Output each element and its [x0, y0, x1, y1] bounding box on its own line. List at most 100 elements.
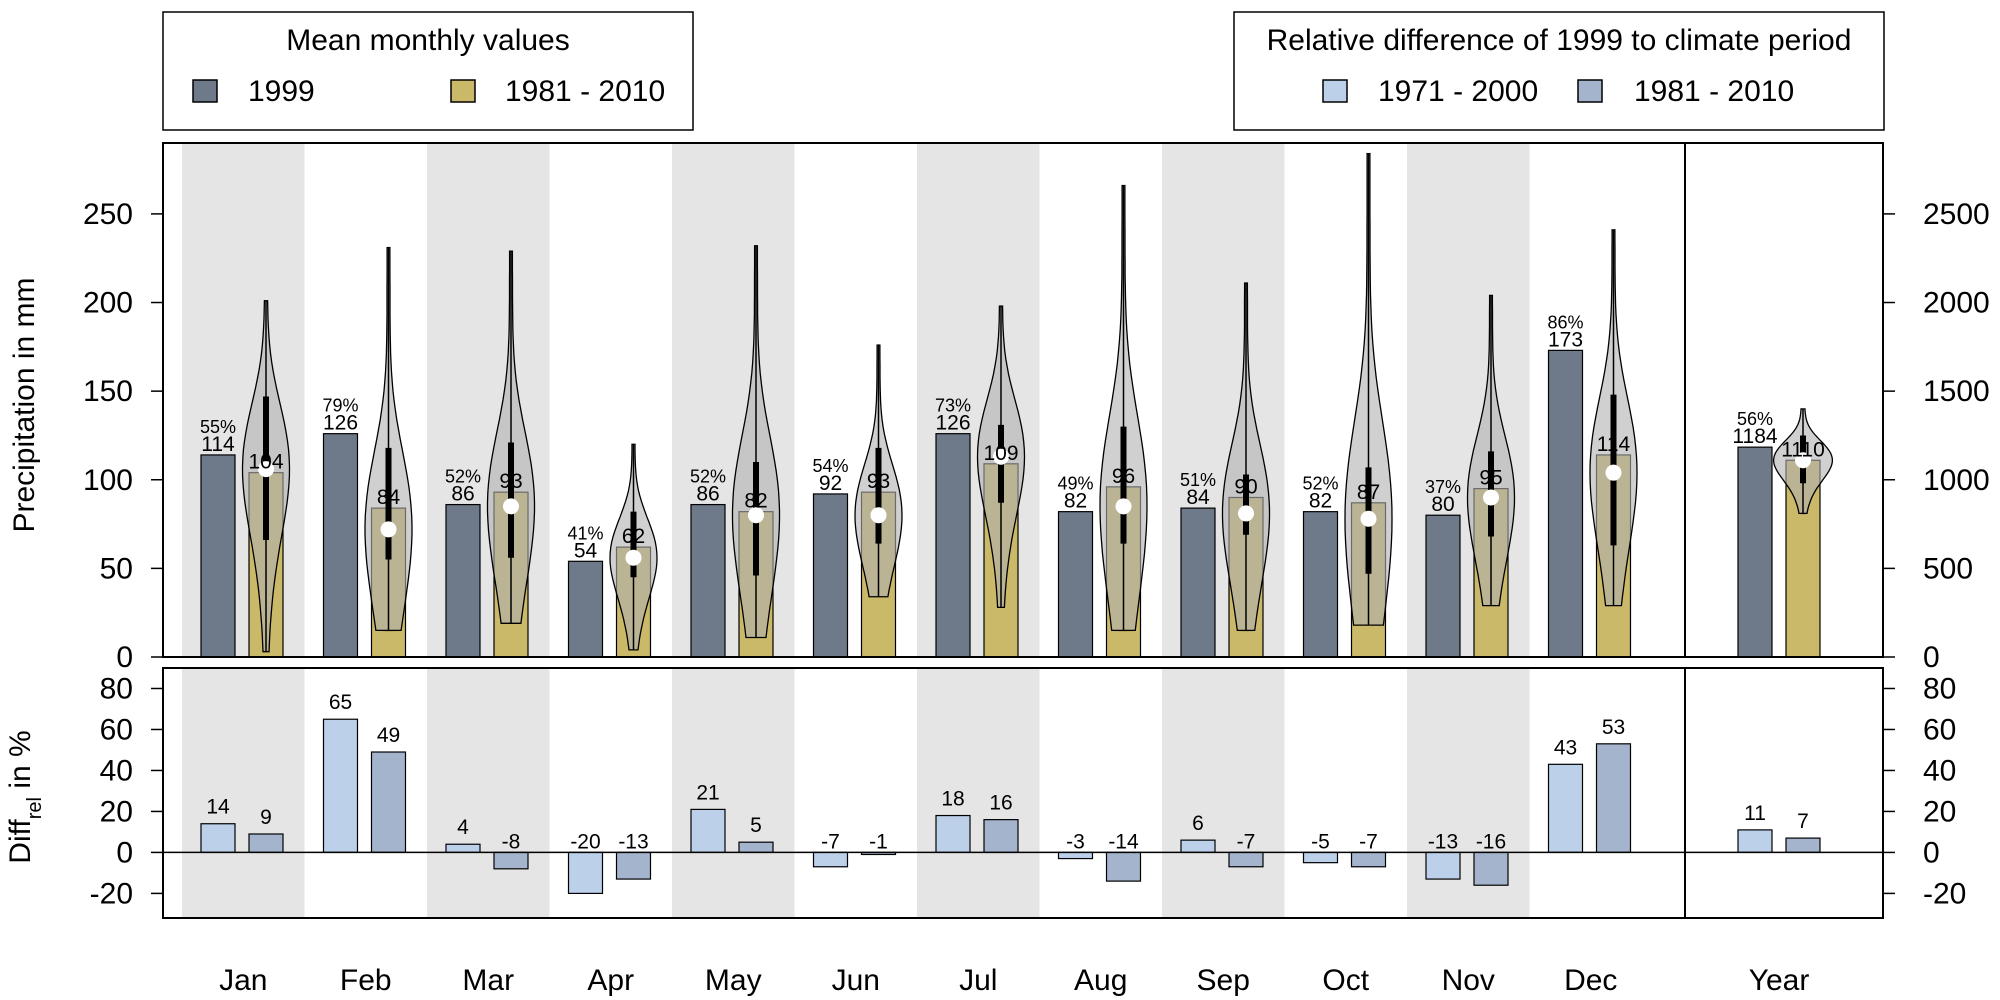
diff-bar-1971-2000-feb: [322, 718, 359, 854]
diff-bar-1971-2000-mar: [445, 843, 481, 854]
label-percent-sep: 51%: [1180, 470, 1216, 490]
top-panel-frame: [162, 142, 1884, 658]
diff-bar-1971-2000-year: [1737, 829, 1773, 854]
label-1981-2010-may: 82: [744, 490, 767, 513]
top-left-tick-label: 200: [83, 287, 133, 320]
label-1999-sep: 84: [1186, 486, 1210, 509]
legend-box: [162, 11, 694, 131]
legend-title: Relative difference of 1999 to climate p…: [1267, 24, 1852, 57]
diff-bar-1971-2000-oct: [1302, 851, 1339, 864]
diff-bar-1971-2000-apr-label: -20: [570, 830, 600, 853]
diff-bar-1981-2010-jan: [248, 833, 284, 854]
label-1999-dec: 173: [1548, 328, 1583, 351]
diff-bar-1971-2000-nov-label: -13: [1428, 830, 1458, 853]
x-label-aug: Aug: [1074, 964, 1127, 997]
label-percent-aug: 49%: [1057, 474, 1093, 494]
diff-bar-1971-2000-aug-label: -3: [1066, 830, 1085, 853]
x-label-dec: Dec: [1564, 964, 1617, 997]
diff-bar-1981-2010-dec: [1595, 743, 1632, 854]
top-left-tick-label: 150: [83, 375, 133, 408]
label-1981-2010-apr: 62: [622, 525, 645, 548]
diff-bar-1981-2010-aug-label: -14: [1108, 830, 1139, 853]
violin-median-feb: [380, 521, 397, 538]
stripe-top-may: [672, 143, 795, 657]
bar-1999-dec: [1547, 349, 1584, 658]
label-percent-dec: 86%: [1547, 312, 1583, 332]
stripe-top-sep: [1162, 143, 1285, 657]
label-1999-may: 86: [696, 483, 719, 506]
label-1981-2010-nov: 95: [1479, 467, 1502, 490]
label-1981-2010-aug: 96: [1112, 465, 1135, 488]
x-label-may: May: [705, 964, 762, 997]
label-1981-2010-jul: 109: [983, 442, 1018, 465]
legend-relative-difference: Relative difference of 1999 to climate p…: [1233, 11, 1885, 131]
bottom-right-tick-label: 40: [1923, 754, 1956, 787]
violin-median-dec: [1605, 464, 1622, 481]
legend-label-1999: 1999: [248, 75, 315, 108]
legend-label-1981-2010-diff: 1981 - 2010: [1634, 75, 1794, 108]
violin-median-nov: [1483, 489, 1499, 506]
diff-bar-1981-2010-sep: [1228, 851, 1264, 868]
diff-bar-1971-2000-feb-label: 65: [329, 691, 352, 714]
diff-bar-1971-2000-mar-label: 4: [457, 816, 469, 839]
label-1999-year: 1184: [1732, 425, 1777, 448]
violin-median-may: [748, 507, 764, 524]
violin-median-sep: [1238, 505, 1254, 522]
label-1999-jul: 126: [935, 412, 970, 435]
bar-1999-may: [690, 503, 726, 658]
violin-median-oct: [1360, 510, 1377, 527]
bottom-right-tick-label: 60: [1923, 713, 1956, 746]
x-label-oct: Oct: [1322, 964, 1369, 997]
legend-label-1971-2000: 1971 - 2000: [1378, 75, 1538, 108]
diff-bar-1971-2000-apr: [567, 851, 604, 895]
bar-1999-jul: [935, 433, 971, 658]
bar-1999-aug: [1057, 511, 1094, 658]
violin-median-jan: [258, 461, 274, 478]
diff-bar-1981-2010-oct-label: -7: [1359, 830, 1378, 853]
bar-1999-oct: [1302, 511, 1339, 658]
month-stripes: [182, 143, 1530, 918]
label-1999-apr: 54: [574, 539, 598, 562]
bar-1999-sep: [1180, 507, 1216, 658]
label-1999-aug: 82: [1064, 490, 1087, 513]
bottom-right-tick-label: -20: [1923, 877, 1966, 910]
bar-1999-mar: [445, 503, 481, 658]
label-1999-nov: 80: [1431, 493, 1454, 516]
violin-median-aug: [1115, 498, 1132, 515]
diff-bar-1971-2000-jun-label: -7: [821, 830, 840, 853]
legend-box: [1233, 11, 1885, 131]
bottom-left-tick-label: 20: [100, 795, 133, 828]
diff-bar-1971-2000-nov: [1425, 851, 1461, 880]
stripe-top-mar: [427, 143, 550, 657]
y-title-sub: rel: [24, 797, 46, 819]
bar-1999-apr: [567, 560, 604, 658]
legend-swatch-1999: [192, 79, 218, 103]
diff-bar-1971-2000-sep: [1180, 839, 1216, 854]
top-y-axis-title: Precipitation in mm: [8, 277, 41, 532]
x-label-jun: Jun: [832, 964, 880, 997]
x-label-mar: Mar: [462, 964, 514, 997]
diff-bar-1981-2010-dec-label: 53: [1602, 716, 1625, 739]
violin-median-mar: [503, 498, 519, 515]
diff-bar-1981-2010-oct: [1350, 851, 1387, 868]
diff-bar-1971-2000-jun: [812, 851, 849, 868]
diff-bar-1981-2010-jan-label: 9: [260, 806, 272, 829]
violin-median-year: [1795, 452, 1811, 469]
label-percent-feb: 79%: [322, 396, 358, 416]
top-right-tick-label: 1000: [1923, 464, 1990, 497]
label-percent-jun: 54%: [812, 456, 848, 476]
diff-bar-1971-2000-may-label: 21: [696, 781, 719, 804]
top-right-tick-label: 500: [1923, 552, 1973, 585]
diff-bar-1971-2000-dec-label: 43: [1554, 736, 1577, 759]
bottom-left-tick-label: -20: [90, 877, 133, 910]
bottom-left-tick-label: 60: [100, 713, 133, 746]
diff-bar-1981-2010-feb-label: 49: [377, 724, 400, 747]
label-1981-2010-mar: 93: [499, 470, 522, 493]
x-label-sep: Sep: [1197, 964, 1250, 997]
stripe-bottom-mar: [427, 668, 550, 918]
diff-bar-1981-2010-mar: [493, 851, 529, 870]
diff-bar-1971-2000-jul-label: 18: [941, 788, 964, 811]
diff-bar-1971-2000-sep-label: 6: [1192, 812, 1204, 835]
y-title-main: Diff: [4, 819, 37, 864]
